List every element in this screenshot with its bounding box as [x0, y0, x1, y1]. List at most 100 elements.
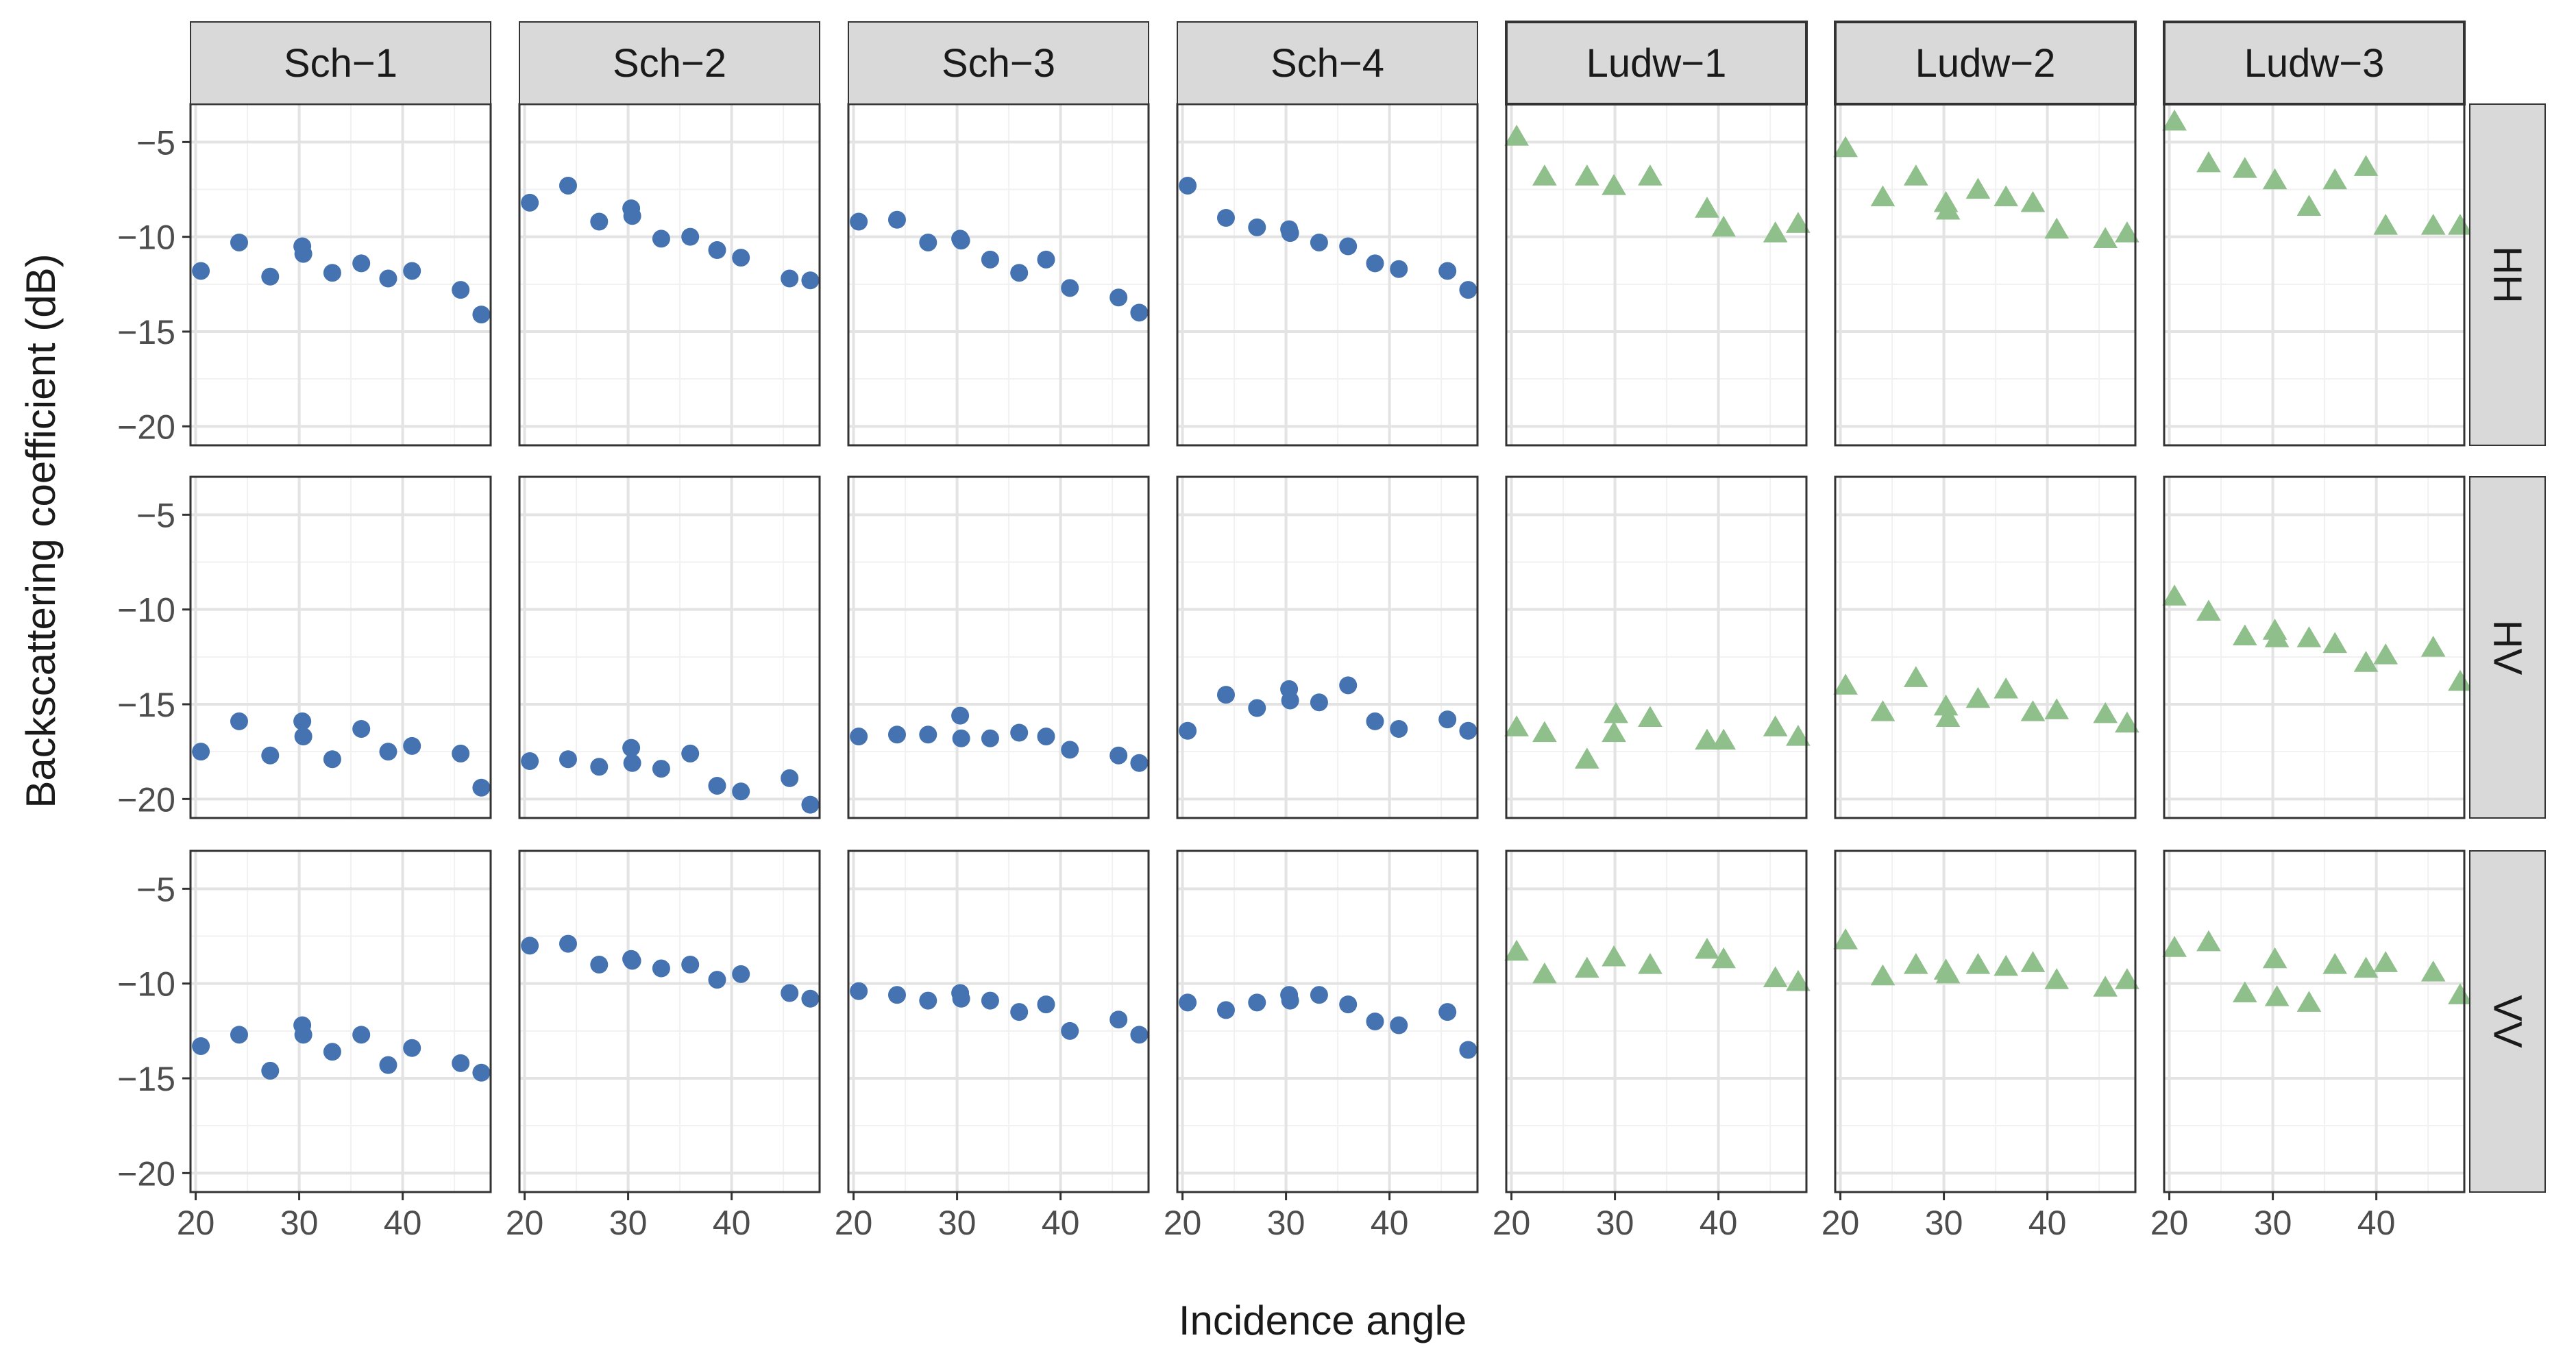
data-point — [1248, 218, 1266, 236]
panel-border — [1176, 475, 1479, 819]
data-point — [2353, 155, 2379, 176]
data-point — [472, 1063, 491, 1082]
data-point — [1532, 721, 1557, 743]
data-point — [2196, 599, 2221, 621]
data-point — [2296, 991, 2322, 1012]
data-point — [2373, 214, 2399, 235]
data-point — [1281, 224, 1299, 243]
panel-border — [189, 475, 492, 819]
data-point — [2264, 985, 2290, 1006]
facet-strip-box — [2163, 21, 2466, 106]
data-point — [623, 754, 641, 772]
data-point — [2162, 109, 2187, 131]
panel-Sch−2-HH — [518, 103, 821, 447]
data-point — [2162, 584, 2187, 606]
data-point — [1965, 953, 1991, 974]
data-point — [1604, 702, 1628, 723]
data-point — [952, 232, 970, 250]
facet-strip-Sch−3: Sch−3 — [848, 21, 1149, 105]
facet-strip-Sch−1: Sch−1 — [190, 21, 491, 105]
data-point — [1438, 710, 1457, 729]
panel-border — [1834, 475, 2137, 819]
data-point — [2232, 624, 2257, 645]
data-point — [2353, 956, 2379, 978]
data-point — [1786, 725, 1811, 746]
panel-Sch−2-VV — [518, 850, 821, 1193]
y-tick-label: −20 — [117, 780, 175, 819]
data-point — [1870, 185, 1896, 207]
panel-Sch−1-HV — [189, 475, 492, 819]
data-point — [2264, 626, 2290, 647]
data-point — [1216, 1001, 1235, 1019]
x-tick-label: 20 — [1493, 1204, 1531, 1242]
data-point — [1037, 728, 1055, 746]
facet-strip-box — [2469, 476, 2546, 819]
data-point — [1638, 706, 1663, 727]
data-point — [2044, 968, 2070, 989]
facet-strip-box — [1177, 21, 1478, 105]
data-point — [1216, 209, 1235, 227]
data-point — [590, 758, 609, 776]
data-point — [1638, 953, 1663, 974]
data-point — [1179, 721, 1197, 740]
data-point — [2322, 168, 2348, 190]
facet-strip-Ludw−3: Ludw−3 — [2163, 21, 2466, 106]
data-point — [708, 241, 726, 260]
y-tick-label: −5 — [136, 496, 175, 534]
data-point — [1935, 198, 1961, 220]
data-point — [1010, 723, 1029, 742]
data-point — [1711, 215, 1737, 237]
data-point — [2448, 983, 2473, 1004]
panel-border — [847, 850, 1150, 1193]
data-point — [2020, 951, 2046, 972]
data-point — [1833, 928, 1858, 950]
data-point — [1281, 691, 1299, 710]
data-point — [2196, 930, 2221, 952]
x-tick-label: 30 — [2254, 1204, 2292, 1242]
data-point — [1109, 746, 1128, 765]
data-point — [1504, 715, 1529, 736]
data-point — [590, 956, 609, 974]
facet-strip-box — [519, 21, 820, 105]
data-point — [2373, 951, 2399, 972]
data-point — [2262, 168, 2287, 190]
data-point — [801, 989, 820, 1008]
panel-Ludw−3-HH — [2162, 103, 2473, 447]
data-point — [1711, 728, 1737, 750]
facet-strip-box — [2469, 850, 2546, 1193]
data-point — [952, 989, 970, 1008]
facet-strip-box — [2469, 103, 2546, 446]
panel-border — [1505, 850, 1808, 1193]
x-tick-label: 20 — [2150, 1204, 2189, 1242]
data-point — [1903, 164, 1928, 186]
data-point — [2322, 953, 2348, 974]
data-point — [887, 986, 906, 1004]
data-point — [1459, 721, 1477, 740]
data-point — [1935, 706, 1961, 727]
data-point — [1109, 288, 1128, 307]
data-point — [559, 176, 577, 195]
data-point — [323, 264, 341, 282]
facet-strip-label: Sch−4 — [1271, 41, 1384, 86]
panel-border — [1505, 475, 1808, 819]
panel-Sch−4-HV — [1176, 475, 1479, 819]
data-point — [781, 269, 799, 288]
data-point — [1711, 947, 1737, 969]
data-point — [2373, 643, 2399, 665]
data-point — [1994, 677, 2019, 699]
data-point — [952, 729, 970, 747]
x-axis-title: Incidence angle — [1179, 1298, 1467, 1343]
y-tick-label: −5 — [136, 870, 175, 908]
data-point — [1903, 953, 1928, 974]
panel-border — [518, 475, 821, 819]
data-point — [521, 937, 539, 955]
data-point — [1130, 303, 1149, 322]
x-tick-label: 40 — [1371, 1204, 1409, 1242]
data-point — [1763, 715, 1788, 736]
data-point — [919, 726, 937, 744]
panel-Sch−2-HV — [518, 475, 821, 819]
y-tick-label: −15 — [117, 313, 175, 351]
data-point — [261, 267, 280, 286]
data-point — [559, 934, 577, 953]
data-point — [230, 233, 248, 251]
